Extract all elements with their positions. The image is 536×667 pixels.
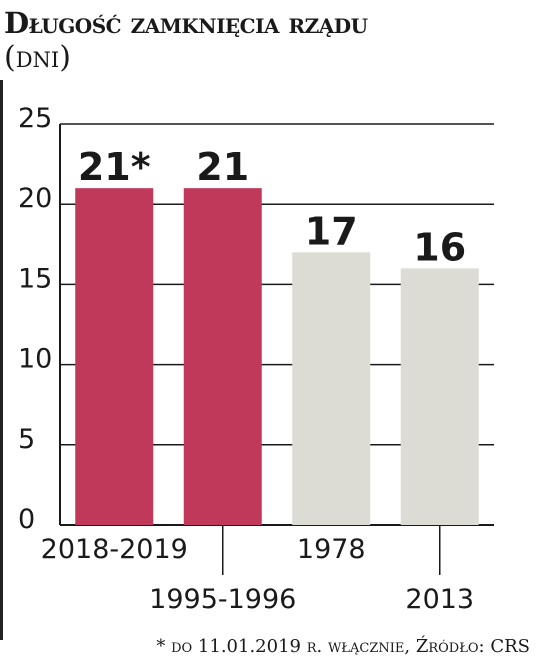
x-category-label-2018-2019: 2018-2019 xyxy=(41,534,188,565)
x-category-label-2013: 2013 xyxy=(405,584,474,615)
label-layer: 0 5 10 15 20 25 21* 2018-2019 21 1995-1996 17 1978 1… xyxy=(18,103,474,615)
bar-1995-1996 xyxy=(183,188,262,525)
chart-unit-label: (dni) xyxy=(4,40,71,75)
data-label-1995-1996: 21 xyxy=(196,145,249,189)
chart-title: Długość zamknięcia rządu xyxy=(4,6,368,40)
bar-1978 xyxy=(292,252,371,525)
y-tick-label-20: 20 xyxy=(18,183,52,214)
x-category-label-1995-1996: 1995-1996 xyxy=(149,584,296,615)
x-category-label-1978: 1978 xyxy=(297,534,366,565)
y-tick-label-5: 5 xyxy=(18,424,35,455)
y-tick-label-25: 25 xyxy=(18,103,52,134)
left-border-rule xyxy=(0,80,3,640)
bar-2013 xyxy=(400,268,479,525)
data-label-2018-2019: 21* xyxy=(78,145,151,189)
y-tick-label-15: 15 xyxy=(18,263,52,294)
data-label-2013: 16 xyxy=(413,225,466,269)
bar-2018-2019 xyxy=(75,188,154,525)
data-label-1978: 17 xyxy=(305,209,358,253)
footnote-source: * do 11.01.2019 r. włącznie, Źródło: CRS xyxy=(156,636,530,657)
bar-layer xyxy=(75,188,479,525)
y-tick-label-0: 0 xyxy=(18,504,35,535)
y-tick-label-10: 10 xyxy=(18,344,52,375)
